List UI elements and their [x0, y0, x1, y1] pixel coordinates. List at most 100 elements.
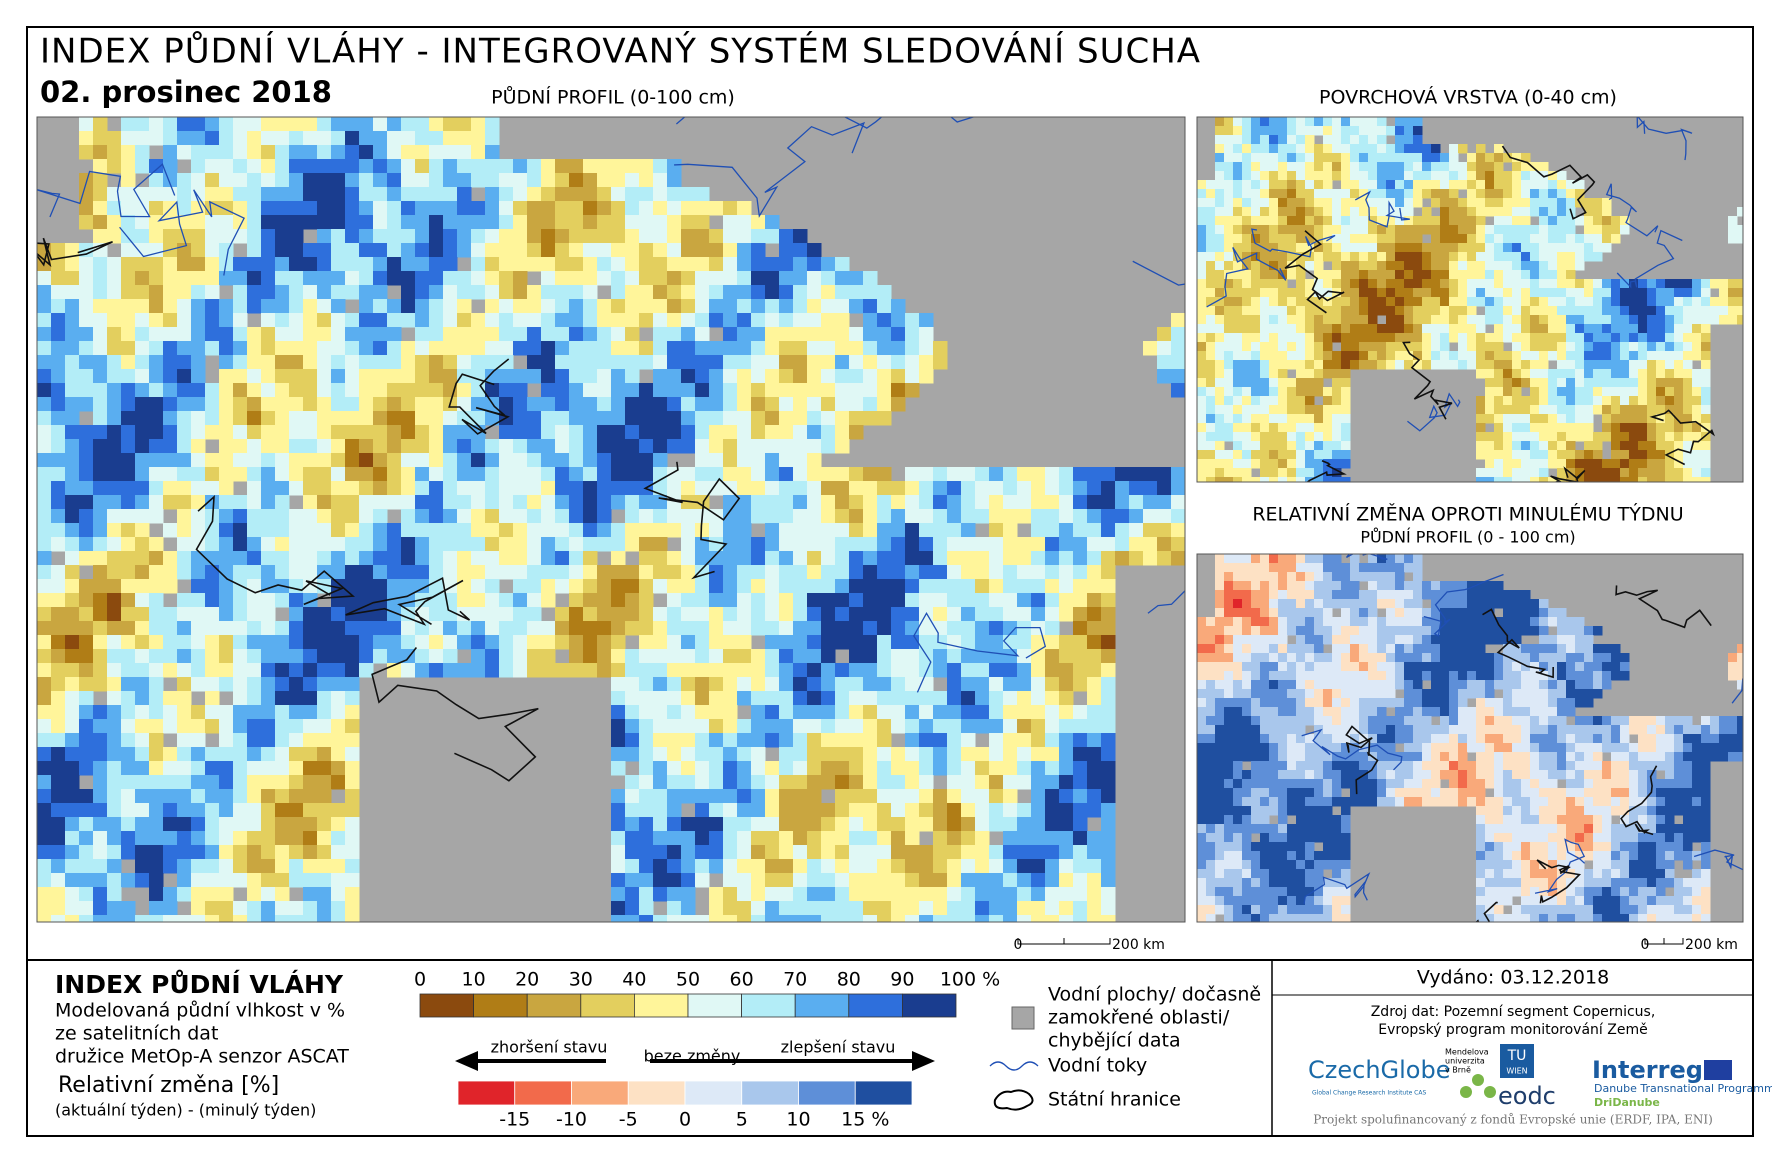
map-pixel: [1251, 297, 1261, 307]
map-pixel: [723, 705, 738, 720]
map-pixel: [737, 831, 752, 846]
map-pixel: [177, 887, 192, 902]
map-pixel: [93, 159, 108, 174]
map-pixel: [1386, 171, 1396, 181]
map-pixel: [1548, 333, 1558, 343]
map-pixel: [667, 831, 682, 846]
map-pixel: [723, 229, 738, 244]
map-pixel: [1611, 369, 1621, 379]
map-pixel: [807, 383, 822, 398]
map-pixel: [233, 635, 248, 650]
map-pixel: [1575, 315, 1585, 325]
map-pixel: [1701, 333, 1711, 343]
map-pixel: [1602, 207, 1612, 217]
map-pixel: [387, 271, 402, 286]
map-pixel: [1386, 153, 1396, 163]
map-pixel: [1224, 360, 1234, 370]
map-pixel: [723, 495, 738, 510]
map-pixel: [1575, 306, 1585, 316]
map-pixel: [331, 117, 346, 132]
map-pixel: [429, 341, 444, 356]
map-pixel: [1332, 306, 1342, 316]
map-pixel: [51, 579, 66, 594]
map-pixel: [1206, 270, 1216, 280]
map-pixel: [1548, 225, 1558, 235]
map-pixel: [261, 803, 276, 818]
map-pixel: [919, 859, 934, 874]
map-pixel: [219, 705, 234, 720]
map-pixel: [289, 901, 304, 916]
map-pixel: [919, 691, 934, 706]
map-pixel: [443, 257, 458, 272]
map-pixel: [905, 369, 920, 384]
map-pixel: [121, 243, 136, 258]
map-pixel: [1287, 234, 1297, 244]
map-pixel: [1233, 261, 1243, 271]
map-pixel: [555, 397, 570, 412]
map-pixel: [1467, 333, 1477, 343]
map-pixel: [1332, 270, 1342, 280]
map-pixel: [1350, 135, 1360, 145]
map-pixel: [835, 327, 850, 342]
map-pixel: [1719, 288, 1729, 298]
map-pixel: [569, 607, 584, 622]
map-pixel: [1017, 901, 1032, 916]
map-pixel: [429, 439, 444, 454]
map-pixel: [303, 299, 318, 314]
map-pixel: [947, 551, 962, 566]
map-pixel: [485, 635, 500, 650]
map-pixel: [177, 355, 192, 370]
map-pixel: [821, 523, 836, 538]
map-pixel: [681, 593, 696, 608]
map-pixel: [863, 593, 878, 608]
map-pixel: [233, 915, 248, 922]
map-pixel: [1377, 279, 1387, 289]
map-pixel: [1350, 351, 1360, 361]
map-pixel: [611, 467, 626, 482]
map-pixel: [177, 425, 192, 440]
map-pixel: [695, 257, 710, 272]
map-pixel: [149, 327, 164, 342]
map-pixel: [1467, 252, 1477, 262]
map-pixel: [191, 187, 206, 202]
map-pixel: [1458, 306, 1468, 316]
map-pixel: [1045, 593, 1060, 608]
map-pixel: [1017, 537, 1032, 552]
map-pixel: [1377, 360, 1387, 370]
map-pixel: [303, 257, 318, 272]
map-pixel: [639, 355, 654, 370]
map-pixel: [1314, 162, 1324, 172]
map-pixel: [93, 761, 108, 776]
map-pixel: [1737, 234, 1743, 244]
map-pixel: [1287, 261, 1297, 271]
map-pixel: [681, 831, 696, 846]
map-pixel: [639, 873, 654, 888]
map-pixel: [1485, 351, 1495, 361]
map-pixel: [177, 411, 192, 426]
map-pixel: [695, 243, 710, 258]
map-pixel: [289, 173, 304, 188]
map-pixel: [219, 229, 234, 244]
map-pixel: [1197, 306, 1207, 316]
map-pixel: [1521, 297, 1531, 307]
map-pixel: [1539, 189, 1549, 199]
map-pixel: [1332, 369, 1342, 379]
map-pixel: [513, 411, 528, 426]
map-pixel: [527, 649, 542, 664]
map-pixel: [1548, 171, 1558, 181]
map-pixel: [1377, 126, 1387, 136]
map-pixel: [695, 551, 710, 566]
map-pixel: [37, 271, 52, 286]
map-pixel: [121, 901, 136, 916]
map-pixel: [1341, 315, 1351, 325]
map-pixel: [1031, 607, 1046, 622]
map-pixel: [821, 593, 836, 608]
map-pixel: [359, 131, 374, 146]
map-pixel: [177, 229, 192, 244]
map-pixel: [345, 733, 360, 748]
map-pixel: [695, 341, 710, 356]
map-pixel: [219, 817, 234, 832]
map-pixel: [149, 719, 164, 734]
map-pixel: [1359, 117, 1369, 127]
map-pixel: [345, 565, 360, 580]
